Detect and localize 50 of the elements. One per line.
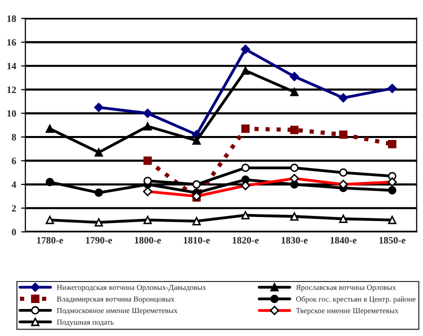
point [94, 148, 103, 157]
y-tick-label: 4 [12, 181, 16, 188]
point [339, 130, 348, 139]
point [94, 188, 103, 197]
point [388, 186, 396, 195]
x-tick-label: 1820-е [232, 236, 259, 244]
point [241, 66, 250, 75]
point [192, 217, 201, 226]
x-tick-label: 1790-е [86, 236, 112, 244]
point [290, 72, 300, 82]
point [46, 124, 54, 133]
point [143, 122, 152, 131]
y-tick-label: 18 [7, 15, 16, 22]
x-tick-label: 1810-е [184, 236, 210, 244]
y-tick-label: 16 [7, 39, 16, 46]
point [46, 178, 54, 186]
y-tick-label: 0 [12, 228, 16, 236]
x-tick-label: 1840-е [330, 236, 357, 244]
point [143, 156, 152, 165]
y-tick-label: 6 [12, 158, 16, 164]
point [338, 93, 348, 103]
x-tick-label: 1800-е [134, 236, 161, 244]
y-tick-label: 2 [12, 205, 16, 212]
point [290, 164, 299, 172]
point [388, 216, 396, 224]
point [143, 108, 152, 118]
x-tick-label: 1780-е [37, 236, 64, 244]
point [143, 216, 152, 224]
point [388, 84, 397, 94]
point [94, 102, 104, 112]
point [290, 126, 299, 134]
point [290, 212, 299, 221]
x-tick-label: 1850-е [379, 236, 406, 244]
point [388, 140, 396, 148]
y-tick-label: 12 [7, 86, 16, 93]
y-tick-label: 14 [7, 62, 16, 70]
point [192, 180, 201, 189]
point [290, 88, 299, 96]
point [241, 124, 250, 133]
point [46, 216, 54, 224]
point [192, 136, 201, 145]
point [241, 164, 250, 172]
y-tick-label: 8 [12, 134, 16, 140]
point [339, 168, 348, 177]
point [339, 214, 348, 223]
x-tick-label: 1830-е [282, 236, 308, 244]
y-tick-label: 10 [7, 110, 16, 117]
point [240, 44, 250, 54]
point [94, 218, 103, 227]
point [241, 211, 250, 220]
